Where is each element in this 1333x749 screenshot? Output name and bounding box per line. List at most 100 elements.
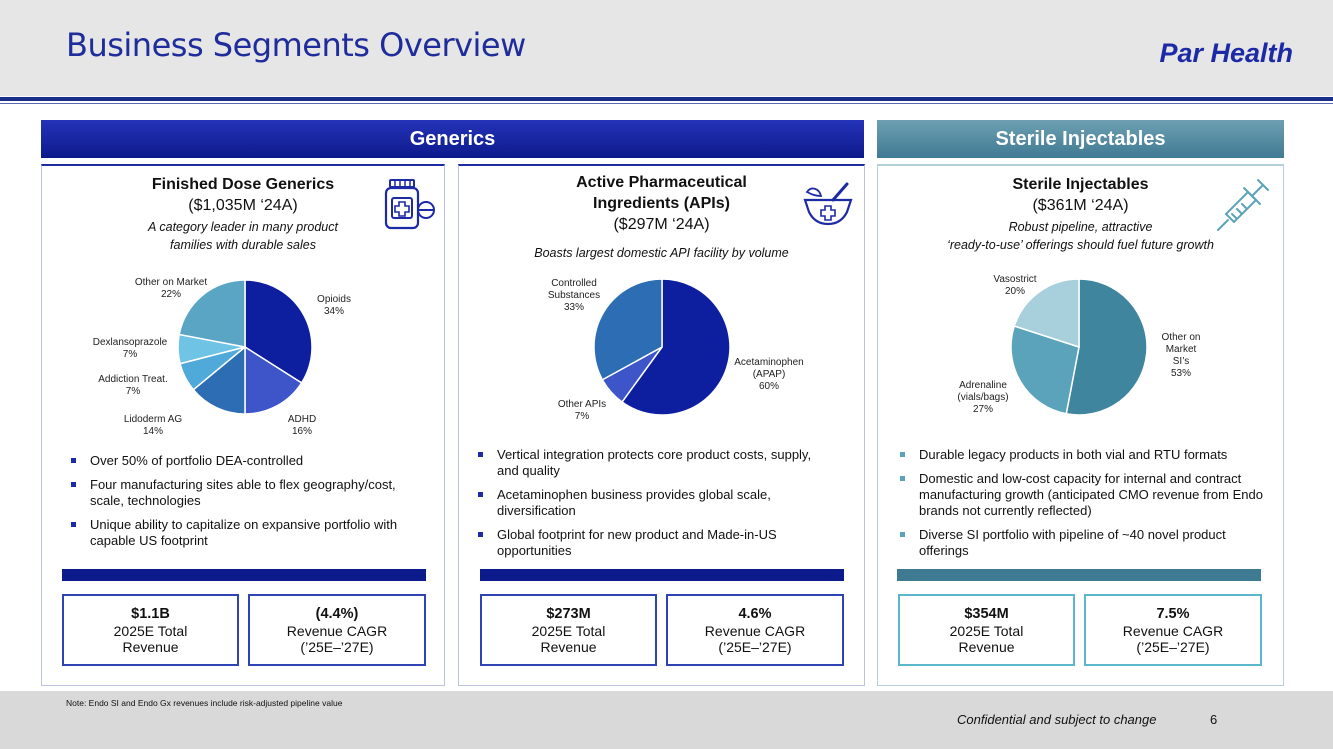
footer-bar [0, 691, 1333, 749]
pie-chart-apis: Acetaminophen (APAP) 60% Other APIs 7% Contro… [548, 278, 804, 422]
panel-subtitle-line: families with durable sales [170, 238, 316, 252]
panel-value: ($1,035M ‘24A) [188, 197, 298, 214]
bullet-marker [900, 452, 905, 457]
metric-value: $354M [964, 605, 1009, 622]
bullet-item: Durable legacy products in both vial and… [895, 447, 1270, 463]
pie-slice-controlled-substances [593, 278, 663, 381]
metric-value: (4.4%) [315, 605, 359, 622]
page-number: 6 [1210, 712, 1218, 727]
panel-subtitle-line: Boasts largest domestic API facility by … [534, 246, 789, 260]
metric-label: 2025E Total [949, 622, 1024, 639]
metric-box-cagr: (4.4%) Revenue CAGR (’25E–’27E) [248, 594, 426, 666]
metric-box-total-revenue: $354M 2025E Total Revenue [898, 594, 1075, 666]
pie-chart-sterile: Other on Market SI’s 53% Adrenaline (vials/ba… [957, 274, 1201, 416]
metric-label: Revenue [122, 638, 179, 655]
panel-value: ($361M ‘24A) [1032, 197, 1129, 214]
panel-title: Sterile Injectables [1012, 176, 1149, 193]
bullet-list-sterile: Durable legacy products in both vial and… [895, 447, 1270, 567]
bullet-item: Acetaminophen business provides global s… [473, 487, 823, 519]
page-title: Business Segments Overview [66, 26, 526, 64]
panel-subtitle-line: ‘ready-to-use’ offerings should fuel fut… [947, 238, 1214, 252]
bullet-item: Domestic and low-cost capacity for inter… [895, 471, 1270, 519]
panel-title-line: Ingredients (APIs) [593, 195, 730, 212]
metric-label: Revenue [958, 638, 1015, 655]
metric-label: 2025E Total [113, 622, 188, 639]
panel-header: Active Pharmaceutical Ingredients (APIs)… [499, 172, 824, 235]
header-rule [0, 97, 1333, 101]
panel-title: Finished Dose Generics [151, 176, 335, 193]
bullet-marker [900, 476, 905, 481]
pie-label: Other APIs 7% [558, 399, 606, 422]
pie-label: Dexlansoprazole 7% [93, 337, 168, 360]
pie-label: Adrenaline (vials/bags) 27% [957, 380, 1008, 415]
bullet-text: Unique ability to capitalize on expansiv… [90, 517, 398, 548]
generics-band: Generics [41, 120, 864, 158]
bullet-text: Durable legacy products in both vial and… [919, 447, 1228, 462]
footnote: Note: Endo SI and Endo Gx revenues inclu… [66, 698, 343, 708]
metric-label: (’25E–’27E) [300, 638, 374, 655]
pie-label: Controlled Substances 33% [548, 278, 600, 313]
panel-finished-dose: Finished Dose Generics ($1,035M ‘24A) A … [41, 164, 445, 686]
bullet-text: Four manufacturing sites able to flex ge… [90, 477, 396, 508]
panel-header: Finished Dose Generics ($1,035M ‘24A) A … [42, 174, 444, 254]
bullet-marker [71, 522, 76, 527]
pie-slice-other-on-market [178, 279, 246, 348]
pie-slice-other-on-market-si-s [1065, 278, 1148, 416]
bullet-item: Over 50% of portfolio DEA-controlled [66, 453, 426, 469]
pie-label: Lidoderm AG 14% [124, 414, 183, 437]
bullet-marker [478, 492, 483, 497]
pie-slice-vasostrict [1013, 278, 1080, 349]
bullet-marker [71, 482, 76, 487]
bullet-item: Global footprint for new product and Mad… [473, 527, 823, 559]
bullet-item: Vertical integration protects core produ… [473, 447, 823, 479]
panel-title-line: Active Pharmaceutical [576, 174, 747, 191]
pie-label: Other on Market 22% [135, 277, 207, 300]
metric-box-cagr: 4.6% Revenue CAGR (’25E–’27E) [666, 594, 844, 666]
confidential-notice: Confidential and subject to change [957, 712, 1157, 727]
pie-slice-adhd [244, 345, 303, 415]
pie-slice-adrenaline-vials-bags [1010, 325, 1080, 415]
pie-chart-finished-dose: Opioids 34% ADHD 16% Lidoderm AG 14% Addiction… [93, 277, 351, 437]
bullet-item: Four manufacturing sites able to flex ge… [66, 477, 426, 509]
metric-label: Revenue [540, 638, 597, 655]
bullet-marker [71, 458, 76, 463]
metric-value: 4.6% [738, 605, 772, 622]
pie-label: Acetaminophen (APAP) 60% [734, 357, 804, 392]
bullet-marker [478, 452, 483, 457]
header-bar [0, 0, 1333, 96]
divider-bar [897, 569, 1261, 581]
metric-value: $273M [546, 605, 591, 622]
metric-box-total-revenue: $1.1B 2025E Total Revenue [62, 594, 239, 666]
bullet-item: Diverse SI portfolio with pipeline of ~4… [895, 527, 1270, 559]
panel-subtitle-line: Robust pipeline, attractive [1008, 220, 1153, 234]
pie-label: Other on Market SI’s 53% [1162, 332, 1201, 379]
bullet-text: Over 50% of portfolio DEA-controlled [90, 453, 304, 468]
bullet-text: Diverse SI portfolio with pipeline of ~4… [919, 527, 1226, 558]
bullet-marker [478, 532, 483, 537]
bullet-item: Unique ability to capitalize on expansiv… [66, 517, 426, 549]
pill-bottle-icon [384, 179, 435, 230]
panel-sterile: Sterile Injectables ($361M ‘24A) Robust … [877, 164, 1284, 686]
metric-value: $1.1B [131, 605, 170, 622]
metric-value: 7.5% [1156, 605, 1190, 622]
panel-value: ($297M ‘24A) [613, 216, 710, 233]
syringe-icon [1217, 179, 1269, 231]
metric-label: (’25E–’27E) [718, 638, 792, 655]
divider-bar [62, 569, 426, 581]
bullet-text: Domestic and low-cost capacity for inter… [919, 471, 1263, 518]
bullet-text: Vertical integration protects core produ… [497, 447, 812, 478]
metric-box-total-revenue: $273M 2025E Total Revenue [480, 594, 657, 666]
metric-label: Revenue CAGR [1122, 622, 1224, 639]
bullet-list-finished-dose: Over 50% of portfolio DEA-controlled Fou… [66, 453, 426, 557]
brand-logo-text: Par Health [1159, 38, 1293, 68]
pie-label: ADHD 16% [288, 414, 316, 437]
pie-label: Vasostrict 20% [993, 274, 1036, 297]
bullet-text: Acetaminophen business provides global s… [497, 487, 771, 518]
sterile-band: Sterile Injectables [877, 120, 1284, 158]
mortar-pestle-icon [803, 182, 853, 226]
metric-label: (’25E–’27E) [1136, 638, 1210, 655]
bullet-list-apis: Vertical integration protects core produ… [473, 447, 823, 567]
panel-apis: Active Pharmaceutical Ingredients (APIs)… [458, 164, 865, 686]
divider-bar [480, 569, 844, 581]
pie-label: Addiction Treat. 7% [98, 374, 167, 397]
